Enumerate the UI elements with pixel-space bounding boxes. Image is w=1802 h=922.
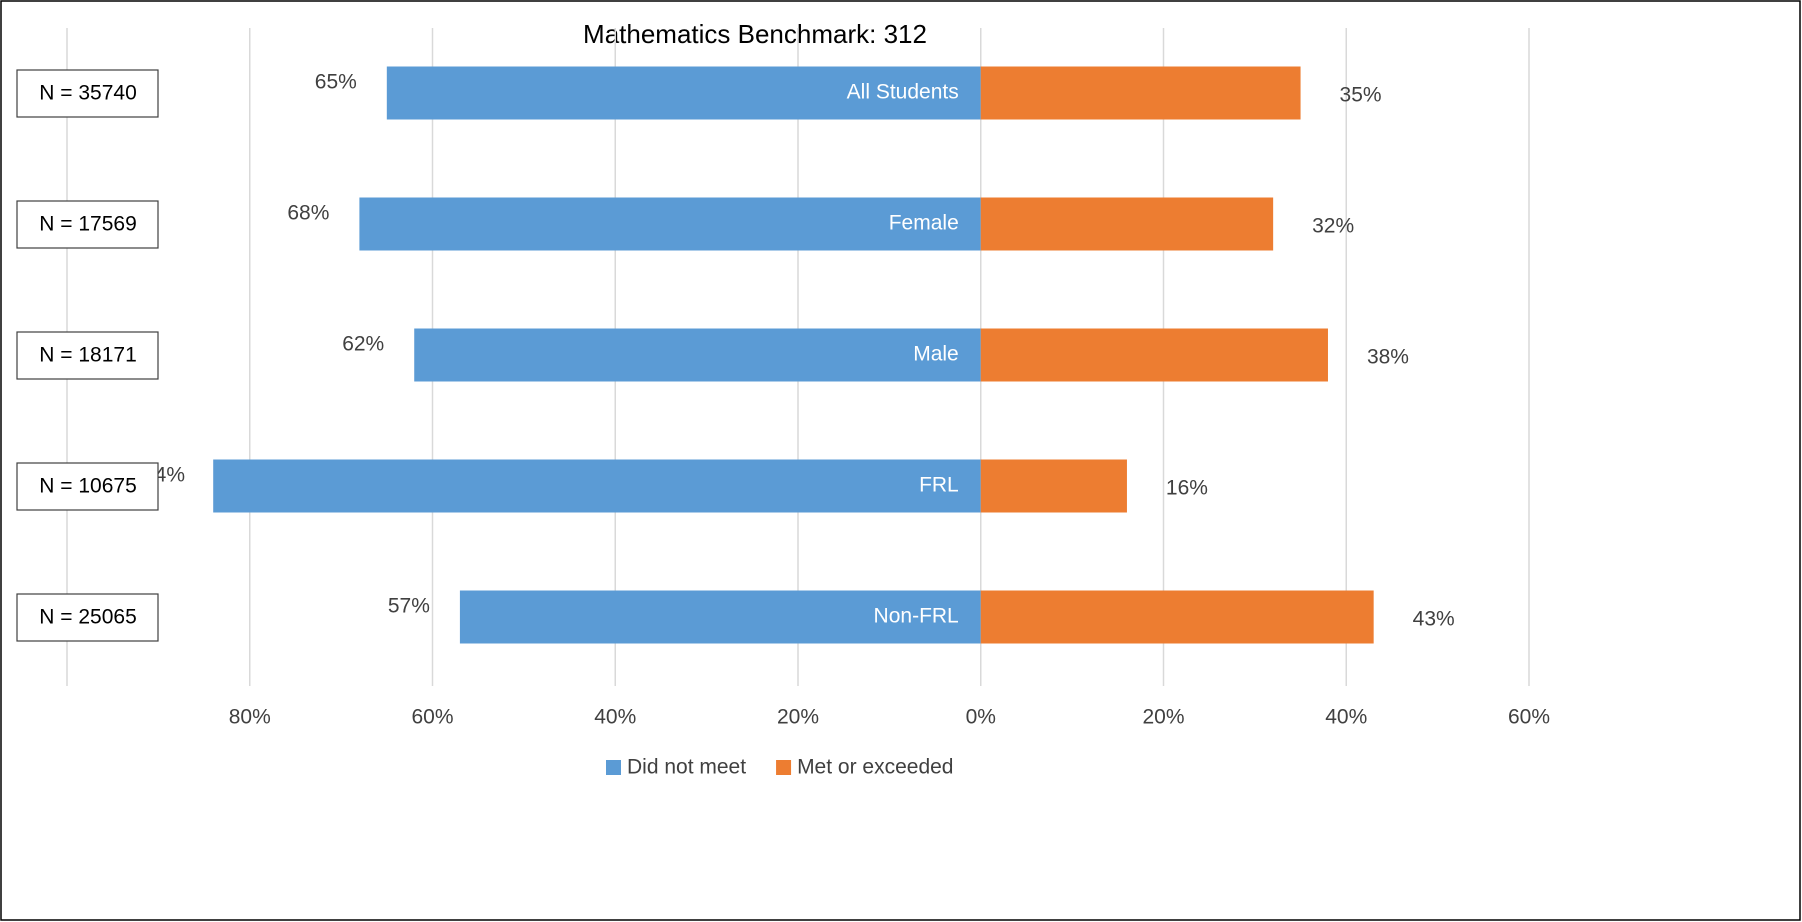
n-label: N = 17569 <box>39 213 137 236</box>
n-box <box>16 69 159 118</box>
x-tick-label: 40% <box>594 706 636 729</box>
category-label: All Students <box>847 81 959 104</box>
bar <box>213 459 981 513</box>
category-label: FRL <box>919 474 959 497</box>
n-box <box>16 462 159 511</box>
legend-label: Did not meet <box>627 756 746 779</box>
bar <box>359 197 981 251</box>
data-label: 68% <box>287 202 329 225</box>
bar <box>980 66 1301 120</box>
data-label: 43% <box>1413 608 1455 631</box>
x-tick-label: 40% <box>1325 706 1367 729</box>
bar <box>980 197 1274 251</box>
x-tick-label: 20% <box>777 706 819 729</box>
n-box <box>16 200 159 249</box>
n-label: N = 10675 <box>39 475 137 498</box>
bar <box>459 590 981 644</box>
data-label: 32% <box>1312 215 1354 238</box>
data-label: 35% <box>1340 84 1382 107</box>
bar <box>386 66 981 120</box>
data-label: 38% <box>1367 346 1409 369</box>
data-label: 57% <box>388 595 430 618</box>
legend-swatch <box>776 760 792 775</box>
bar <box>980 590 1374 644</box>
x-tick-label: 60% <box>1508 706 1550 729</box>
x-tick-label: 60% <box>411 706 453 729</box>
legend-label: Met or exceeded <box>797 756 953 779</box>
bar <box>980 328 1328 382</box>
chart-title: Mathematics Benchmark: 312 <box>583 19 927 49</box>
x-tick-label: 0% <box>966 706 996 729</box>
n-label: N = 35740 <box>39 82 137 105</box>
category-label: Male <box>913 343 959 366</box>
category-label: Non-FRL <box>874 605 959 628</box>
bar <box>414 328 981 382</box>
n-label: N = 18171 <box>39 344 137 367</box>
n-box <box>16 331 159 380</box>
data-label: 62% <box>342 333 384 356</box>
data-label: 16% <box>1166 477 1208 500</box>
n-box <box>16 593 159 642</box>
x-tick-label: 20% <box>1142 706 1184 729</box>
n-label: N = 25065 <box>39 606 137 629</box>
legend-swatch <box>606 760 621 775</box>
x-tick-label: 80% <box>229 706 271 729</box>
data-label: 65% <box>315 71 357 94</box>
bar <box>980 459 1127 513</box>
category-label: Female <box>889 212 959 235</box>
